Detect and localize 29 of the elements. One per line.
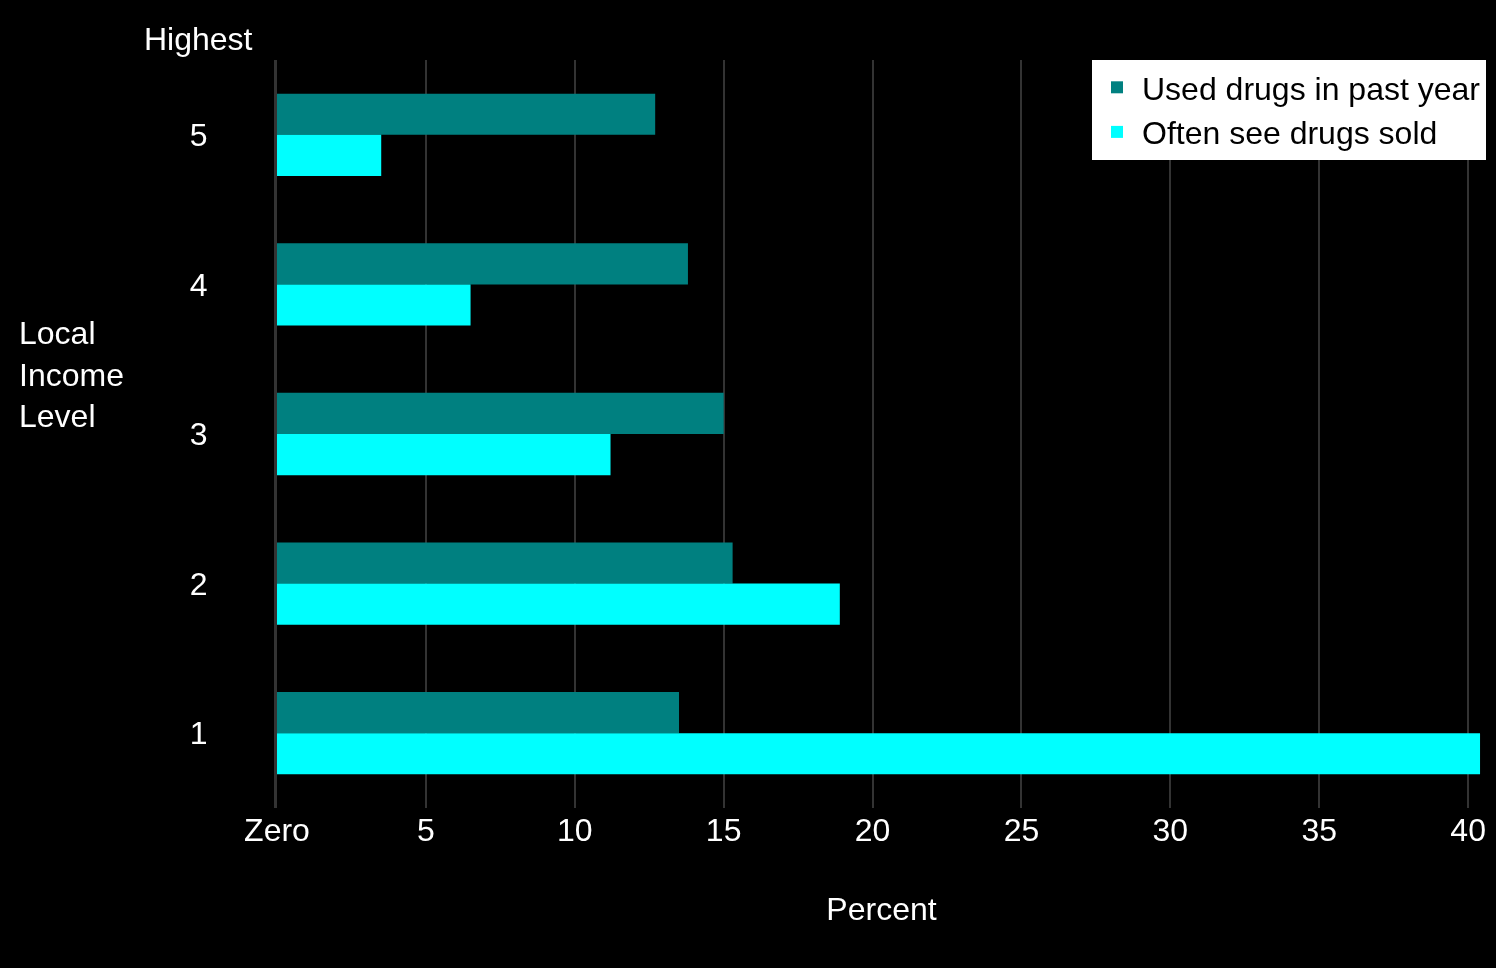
y-tick-label: 3 — [189, 416, 208, 453]
x-tick-label: Zero — [244, 812, 310, 848]
y-tick-label: 5 — [189, 117, 208, 153]
bar — [277, 583, 840, 625]
bar — [277, 733, 1481, 775]
x-tick-label: 30 — [1152, 812, 1189, 848]
y-axis-title: Local Income Level — [19, 315, 124, 435]
x-tick-label: 5 — [416, 812, 435, 848]
legend-label: Used drugs in past year — [1142, 70, 1481, 107]
bar — [277, 542, 733, 584]
x-tick-label: 35 — [1301, 812, 1338, 848]
bar — [277, 134, 382, 176]
bar — [277, 93, 656, 135]
x-tick-label: 40 — [1450, 812, 1486, 848]
x-tick-label: 20 — [854, 812, 891, 848]
bar — [277, 243, 688, 285]
bar — [277, 692, 680, 734]
y-tick-label: 4 — [189, 266, 208, 303]
y-tick-label: 2 — [189, 565, 208, 602]
bar — [277, 284, 471, 326]
x-tick-label: 10 — [556, 812, 593, 848]
y-tick-label: 1 — [189, 715, 208, 752]
legend-label: Often see drugs sold — [1142, 115, 1438, 152]
x-tick-label: 25 — [1003, 812, 1040, 848]
x-axis-title: Percent — [826, 890, 937, 927]
x-tick-label: 15 — [705, 812, 742, 848]
text: Highest — [144, 21, 253, 57]
bar — [277, 392, 724, 434]
bar — [277, 434, 611, 476]
